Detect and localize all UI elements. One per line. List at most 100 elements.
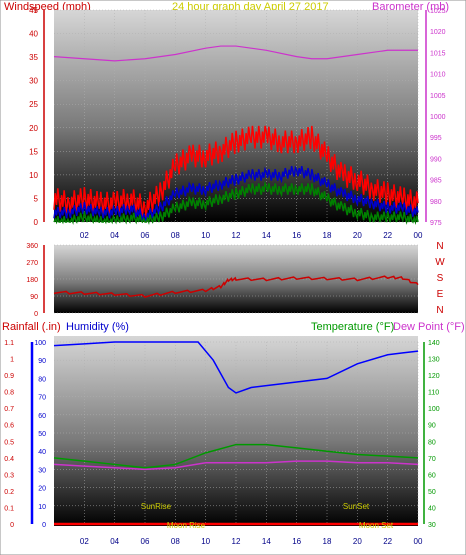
wind-y-tick: 40	[29, 30, 38, 39]
wind-axes: 0510152025303540459759809859909951000100…	[29, 6, 446, 240]
rain-axis-title: Rainfall (.in)	[2, 321, 61, 333]
climate-axes: 0 0.1 0.2 0.3 0.4 0.5 0.6 0.7 0.8 0.9 1 1.1 0 10 20 30 4…	[4, 340, 440, 546]
rain-y-tick: 0.7	[4, 406, 14, 413]
climate-x-tick: 04	[110, 537, 119, 546]
temperature-y-tick: 110	[428, 390, 439, 397]
climate-x-tick: 20	[353, 537, 362, 546]
climate-x-tick: 22	[383, 537, 392, 546]
wind-x-tick: 14	[262, 231, 271, 240]
humidity-y-tick: 0	[42, 522, 46, 529]
direction-grid	[54, 244, 418, 314]
humidity-y-tick: 60	[38, 413, 46, 420]
temperature-y-tick: 90	[428, 423, 436, 430]
climate-x-tick: 02	[80, 537, 89, 546]
humidity-y-tick: 20	[38, 486, 46, 493]
direction-letter: W	[435, 257, 445, 268]
wind-y-tick: 5	[34, 194, 39, 203]
temperature-y-tick: 40	[428, 505, 436, 512]
series-avg-line	[53, 165, 419, 223]
humidity-y-tick: 30	[38, 467, 46, 474]
wind-y-tick: 25	[29, 100, 38, 109]
direction-y-tick: 180	[26, 277, 38, 284]
climate-x-tick: 18	[323, 537, 332, 546]
barometer-y-tick: 985	[430, 178, 442, 185]
climate-x-tick: 08	[171, 537, 180, 546]
humidity-y-tick: 50	[38, 431, 46, 438]
climate-x-tick: 06	[141, 537, 150, 546]
temperature-y-tick: 100	[428, 406, 440, 413]
direction-letter: N	[436, 305, 443, 316]
wind-x-tick: 04	[110, 231, 119, 240]
wind-x-tick: 10	[201, 231, 210, 240]
temperature-y-tick: 50	[428, 489, 436, 496]
humidity-y-tick: 90	[38, 358, 46, 365]
moonrise-label: Moon Rise	[167, 521, 206, 530]
rain-y-tick: 1	[10, 357, 14, 364]
wind-x-tick: 18	[323, 231, 332, 240]
wind-y-tick: 45	[29, 6, 38, 15]
wind-x-tick: 08	[171, 231, 180, 240]
barometer-y-tick: 1000	[430, 114, 446, 121]
barometer-y-tick: 1020	[430, 29, 446, 36]
series-gust-line	[53, 125, 419, 219]
astro-annotations: SunRise SunSet Moon Rise Moon Set	[141, 502, 394, 530]
direction-y-tick: 90	[30, 294, 38, 301]
humidity-y-tick: 100	[34, 340, 46, 347]
rain-y-tick: 0.1	[4, 505, 14, 512]
direction-y-tick: 270	[26, 260, 38, 267]
climate-plot-area	[54, 336, 418, 526]
temperature-y-tick: 120	[428, 373, 440, 380]
rain-y-tick: 0.3	[4, 472, 14, 479]
series-min-line	[53, 180, 419, 225]
humidity-y-tick: 10	[38, 504, 46, 511]
barometer-y-tick: 1015	[430, 50, 446, 57]
direction-series	[53, 275, 419, 298]
direction-letter: E	[437, 289, 444, 300]
wind-y-tick: 10	[29, 171, 38, 180]
series-direction-line	[53, 275, 419, 298]
humidity-temperature-panel: 0 0.1 0.2 0.3 0.4 0.5 0.6 0.7 0.8 0.9 1 1.1 0 10 20 30 4…	[4, 336, 440, 546]
climate-x-tick: 10	[201, 537, 210, 546]
humidity-axis-title: Humidity (%)	[66, 321, 129, 333]
temperature-y-tick: 60	[428, 472, 436, 479]
wind-y-tick: 30	[29, 77, 38, 86]
series-temperature-line	[53, 443, 419, 469]
sunrise-label: SunRise	[141, 502, 172, 511]
moonset-label: Moon Set	[359, 521, 394, 530]
series-dewpoint-line	[53, 460, 419, 471]
direction-letter: S	[437, 273, 444, 284]
direction-y-tick: 360	[26, 243, 38, 250]
barometer-y-tick: 1010	[430, 72, 446, 79]
humidity-y-tick: 40	[38, 449, 46, 456]
humidity-y-tick: 80	[38, 376, 46, 383]
wind-series	[53, 45, 419, 225]
wind-x-tick: 06	[141, 231, 150, 240]
barometer-y-tick: 980	[430, 199, 442, 206]
temperature-y-tick: 30	[428, 522, 436, 529]
wind-y-tick: 0	[34, 218, 39, 227]
wind-y-tick: 15	[29, 147, 38, 156]
wind-x-tick: 02	[80, 231, 89, 240]
climate-x-tick: 00	[414, 537, 423, 546]
rain-y-tick: 0.4	[4, 456, 14, 463]
barometer-y-tick: 975	[430, 220, 442, 227]
rain-y-tick: 0.5	[4, 439, 14, 446]
humidity-y-tick: 70	[38, 395, 46, 402]
rain-y-tick: 0	[10, 522, 14, 529]
temperature-y-tick: 130	[428, 357, 440, 364]
sunset-label: SunSet	[343, 502, 370, 511]
direction-y-tick: 0	[34, 311, 38, 318]
barometer-y-tick: 1025	[430, 8, 446, 15]
rain-y-tick: 0.8	[4, 390, 14, 397]
wind-x-tick: 00	[414, 231, 423, 240]
wind-x-tick: 20	[353, 231, 362, 240]
wind-x-tick: 22	[383, 231, 392, 240]
wind-grid	[54, 9, 419, 223]
barometer-y-tick: 990	[430, 156, 442, 163]
temperature-y-tick: 140	[428, 340, 440, 347]
rain-y-tick: 0.9	[4, 373, 14, 380]
series-humidity-line	[53, 341, 419, 394]
